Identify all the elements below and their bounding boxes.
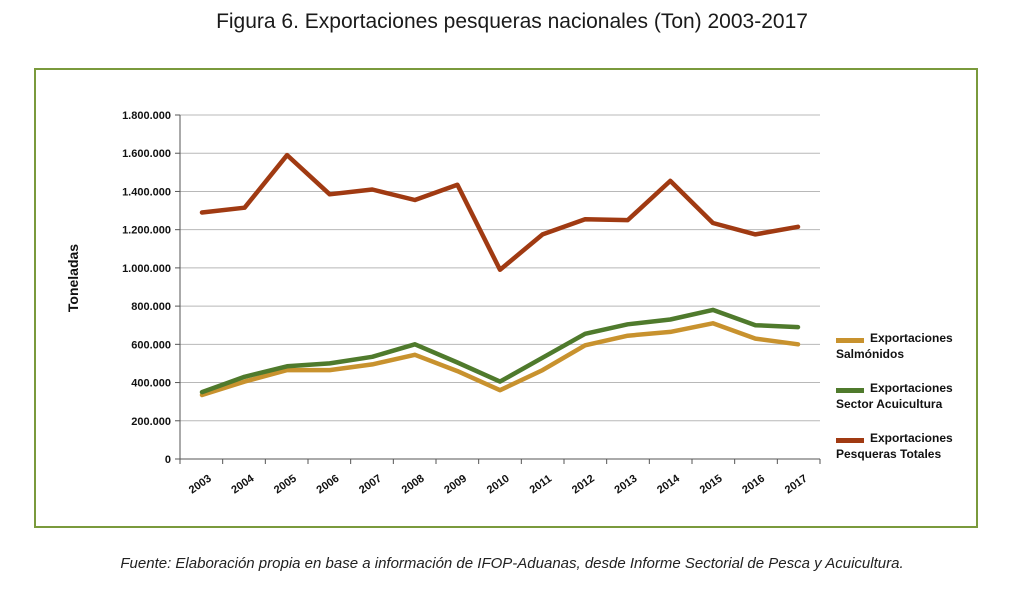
legend-label-acuicultura: Exportaciones Sector Acuicultura: [836, 381, 953, 411]
chart-frame: [34, 68, 978, 528]
y-tick-label: 1.200.000: [122, 225, 171, 237]
x-tick-label: 2013: [613, 473, 640, 497]
y-tick-label: 0: [165, 454, 171, 466]
y-tick-label: 200.000: [131, 416, 171, 428]
x-tick-label: 2015: [698, 473, 725, 497]
x-tick-label: 2010: [485, 473, 512, 497]
legend-swatch-salmonidos: [836, 338, 864, 343]
y-tick-label: 600.000: [131, 339, 171, 351]
y-tick-label: 1.800.000: [122, 110, 171, 122]
x-tick-label: 2006: [315, 473, 342, 497]
series-line-0: [199, 321, 801, 398]
figure-title: Figura 6. Exportaciones pesqueras nacion…: [216, 10, 808, 33]
legend-swatch-acuicultura: [836, 388, 864, 393]
x-tick-label: 2007: [357, 473, 384, 497]
x-tick-label: 2012: [570, 473, 597, 497]
legend-item-acuicultura: Exportaciones Sector Acuicultura: [836, 380, 986, 430]
x-tick-label: 2014: [655, 472, 683, 496]
x-tick-label: 2009: [442, 473, 469, 497]
legend-item-totales: Exportaciones Pesqueras Totales: [836, 430, 986, 480]
x-tick-label: 2017: [783, 473, 810, 497]
legend-label-salmonidos: Exportaciones Salmónidos: [836, 331, 953, 361]
legend-label-totales: Exportaciones Pesqueras Totales: [836, 431, 953, 461]
x-tick-label: 2004: [229, 472, 257, 496]
axes: [175, 114, 821, 464]
y-axis-label: Toneladas: [65, 244, 81, 312]
x-tick-label: 2005: [272, 473, 299, 497]
x-tick-label: 2003: [187, 473, 214, 497]
y-tick-label: 400.000: [131, 378, 171, 390]
x-tick-labels: 2003 2004 2005 2006 2007 2008 2009 2010 2011 2012…: [187, 472, 810, 496]
x-tick-label: 2016: [740, 473, 767, 497]
legend-swatch-totales: [836, 438, 864, 443]
legend-item-salmonidos: Exportaciones Salmónidos: [836, 330, 986, 380]
legend: Exportaciones Salmónidos Exportaciones S…: [836, 330, 986, 480]
y-tick-label: 1.600.000: [122, 148, 171, 160]
x-tick-label: 2008: [400, 473, 427, 497]
series-lines: [199, 152, 801, 398]
series-line-2: [199, 152, 801, 273]
y-tick-labels: 0 200.000 400.000 600.000 800.000 1.000.000 1.…: [122, 110, 171, 466]
y-tick-label: 1.400.000: [122, 186, 171, 198]
x-tick-label: 2011: [528, 473, 554, 497]
source-note: Fuente: Elaboración propia en base a inf…: [120, 555, 904, 572]
series-line-1: [199, 307, 801, 395]
y-tick-label: 1.000.000: [122, 263, 171, 275]
y-tick-label: 800.000: [131, 301, 171, 313]
